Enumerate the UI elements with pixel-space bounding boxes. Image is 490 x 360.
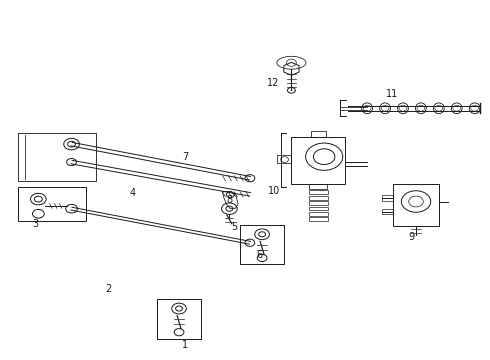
Bar: [311, 131, 326, 137]
Bar: [292, 137, 345, 184]
Text: 6: 6: [257, 250, 263, 260]
Text: 9: 9: [408, 232, 414, 242]
Bar: [18, 187, 86, 221]
Bar: [309, 190, 328, 194]
Text: 3: 3: [33, 219, 39, 229]
Text: 5: 5: [231, 222, 237, 232]
Bar: [240, 225, 284, 264]
Text: 4: 4: [129, 188, 136, 198]
Bar: [309, 201, 328, 205]
Text: 12: 12: [267, 78, 279, 88]
Bar: [277, 155, 292, 163]
Text: 1: 1: [182, 340, 189, 350]
Bar: [309, 207, 328, 211]
Text: 8: 8: [226, 195, 232, 205]
Bar: [309, 196, 328, 200]
Text: 2: 2: [105, 284, 111, 294]
Bar: [157, 299, 201, 338]
Bar: [309, 212, 328, 216]
Bar: [309, 217, 328, 221]
Bar: [382, 209, 393, 215]
Bar: [382, 195, 393, 201]
Text: 10: 10: [268, 186, 280, 197]
Bar: [393, 184, 439, 226]
Bar: [310, 184, 327, 189]
Text: 11: 11: [386, 89, 398, 99]
Text: 7: 7: [182, 152, 189, 162]
